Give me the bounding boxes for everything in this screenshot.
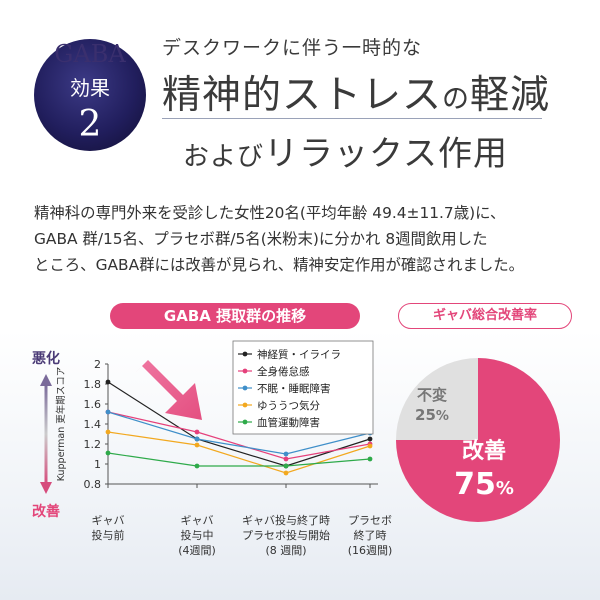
series-line [107, 411, 371, 460]
y-axis-label: Kupperman 更年期スコア [55, 367, 67, 482]
pie-title-pill: ギャバ総合改善率 [398, 303, 572, 329]
data-point [367, 456, 373, 462]
label-better: 改善 [32, 503, 60, 520]
chart-title-pill: GABA 摂取群の推移 [110, 303, 360, 329]
header-rule [162, 118, 542, 119]
data-point [105, 429, 111, 435]
pie-label-unchanged: 不変 [417, 386, 447, 404]
y-tick-label: 1.4 [84, 418, 102, 431]
y-tick-label: 0.8 [84, 478, 102, 491]
header-main-b: の [442, 84, 471, 115]
badge-circle [34, 39, 146, 151]
x-tick-label: (4週間) [178, 544, 216, 557]
line-series [105, 379, 373, 476]
worse-better-scale: 悪化 改善 [32, 350, 60, 520]
data-point [283, 456, 289, 462]
data-point [283, 470, 289, 476]
y-tick-label: 1 [94, 458, 101, 471]
series-line [107, 431, 371, 474]
x-tick-label: プラセボ [348, 514, 392, 527]
legend-swatch-dot [242, 368, 248, 374]
data-point [283, 463, 289, 469]
y-tick-label: 1.2 [84, 438, 102, 451]
legend-swatch-dot [242, 402, 248, 408]
header-main2-a: および [183, 142, 265, 172]
data-point [194, 463, 200, 469]
legend-swatch-dot [242, 385, 248, 391]
x-tick-label: プラセボ投与開始 [242, 528, 330, 542]
y-tick-labels: 2 1.8 1.6 1.4 1.2 1 0.8 [84, 358, 108, 491]
description-line: ところ、GABA群には改善が見られ、精神安定作用が確認されました。 [34, 256, 525, 274]
series-line [107, 381, 371, 467]
legend-label: 血管運動障害 [257, 416, 320, 429]
pie-label-improved: 改善 [462, 438, 506, 464]
pie-chart: 不変 25% 改善 75% [396, 358, 560, 522]
header-main-a: 精神的ストレス [162, 73, 443, 118]
data-point [367, 443, 373, 449]
description-line: GABA 群/15名、プラセボ群/5名(米粉末)に分かれ 8週間飲用した [34, 230, 488, 248]
x-tick-label: ギャバ [92, 514, 125, 527]
header-sub-title: およびリラックス作用 [183, 126, 508, 175]
data-point [283, 451, 289, 457]
x-tick-label: ギャバ [181, 514, 214, 527]
legend-label: 不眠・睡眠障害 [257, 382, 331, 395]
data-point [105, 409, 111, 415]
description: 精神科の専門外来を受診した女性20名(平均年齢 49.4±11.7歳)に、 GA… [34, 200, 574, 278]
scale-arrow-shaft [44, 384, 48, 484]
header-main2-b: リラックス作用 [264, 134, 508, 174]
badge-number: 2 [79, 104, 102, 145]
x-tick-label: (16週間) [348, 544, 393, 557]
x-tick-label: ギャバ投与終了時 [242, 513, 330, 527]
data-point [105, 379, 111, 385]
data-point [194, 429, 200, 435]
scale-arrow-up [40, 374, 52, 386]
series-line [107, 411, 371, 455]
header-pre-title: デスクワークに伴う一時的な [162, 37, 423, 59]
data-point [194, 442, 200, 448]
x-tick-label: 投与中 [181, 528, 214, 542]
y-tick-label: 1.8 [84, 378, 102, 391]
pie-value-unchanged: 25% [415, 406, 449, 424]
legend-label: 全身倦怠感 [257, 365, 310, 378]
decrease-arrow [136, 360, 202, 420]
header-main-c: 軽減 [470, 73, 551, 118]
data-point [105, 450, 111, 456]
x-tick-label: 投与前 [92, 528, 125, 542]
y-tick-label: 2 [94, 358, 101, 371]
data-point [367, 436, 373, 442]
badge-line1: 効果 [70, 76, 110, 100]
legend-box [232, 340, 374, 435]
header-badge: GABA 効果 2 [34, 39, 146, 151]
y-tick-label: 1.6 [84, 398, 102, 411]
label-worse: 悪化 [32, 350, 60, 367]
legend-swatch-dot [242, 419, 248, 425]
x-tick-label: (8 週間) [265, 544, 306, 557]
data-point [194, 436, 200, 442]
pie-slice-improved [396, 358, 560, 522]
chart-area: 悪化 改善 2 1.8 1.6 1.4 1.2 1 0.8 Kupperman 更年期スコア… [32, 340, 560, 557]
badge-gaba: GABA [54, 40, 126, 68]
header-main-title: 精神的ストレスの軽減 [162, 64, 550, 120]
legend-label: ゆううつ気分 [257, 399, 320, 412]
legend-swatch-dot [242, 351, 248, 357]
legend-label: 神経質・イライラ [257, 348, 341, 361]
scale-arrow-down [40, 482, 52, 494]
x-tick-label: 終了時 [354, 528, 387, 542]
series-line [107, 452, 371, 467]
pie-value-improved: 75% [454, 467, 514, 502]
description-line: 精神科の専門外来を受診した女性20名(平均年齢 49.4±11.7歳)に、 [34, 204, 506, 222]
